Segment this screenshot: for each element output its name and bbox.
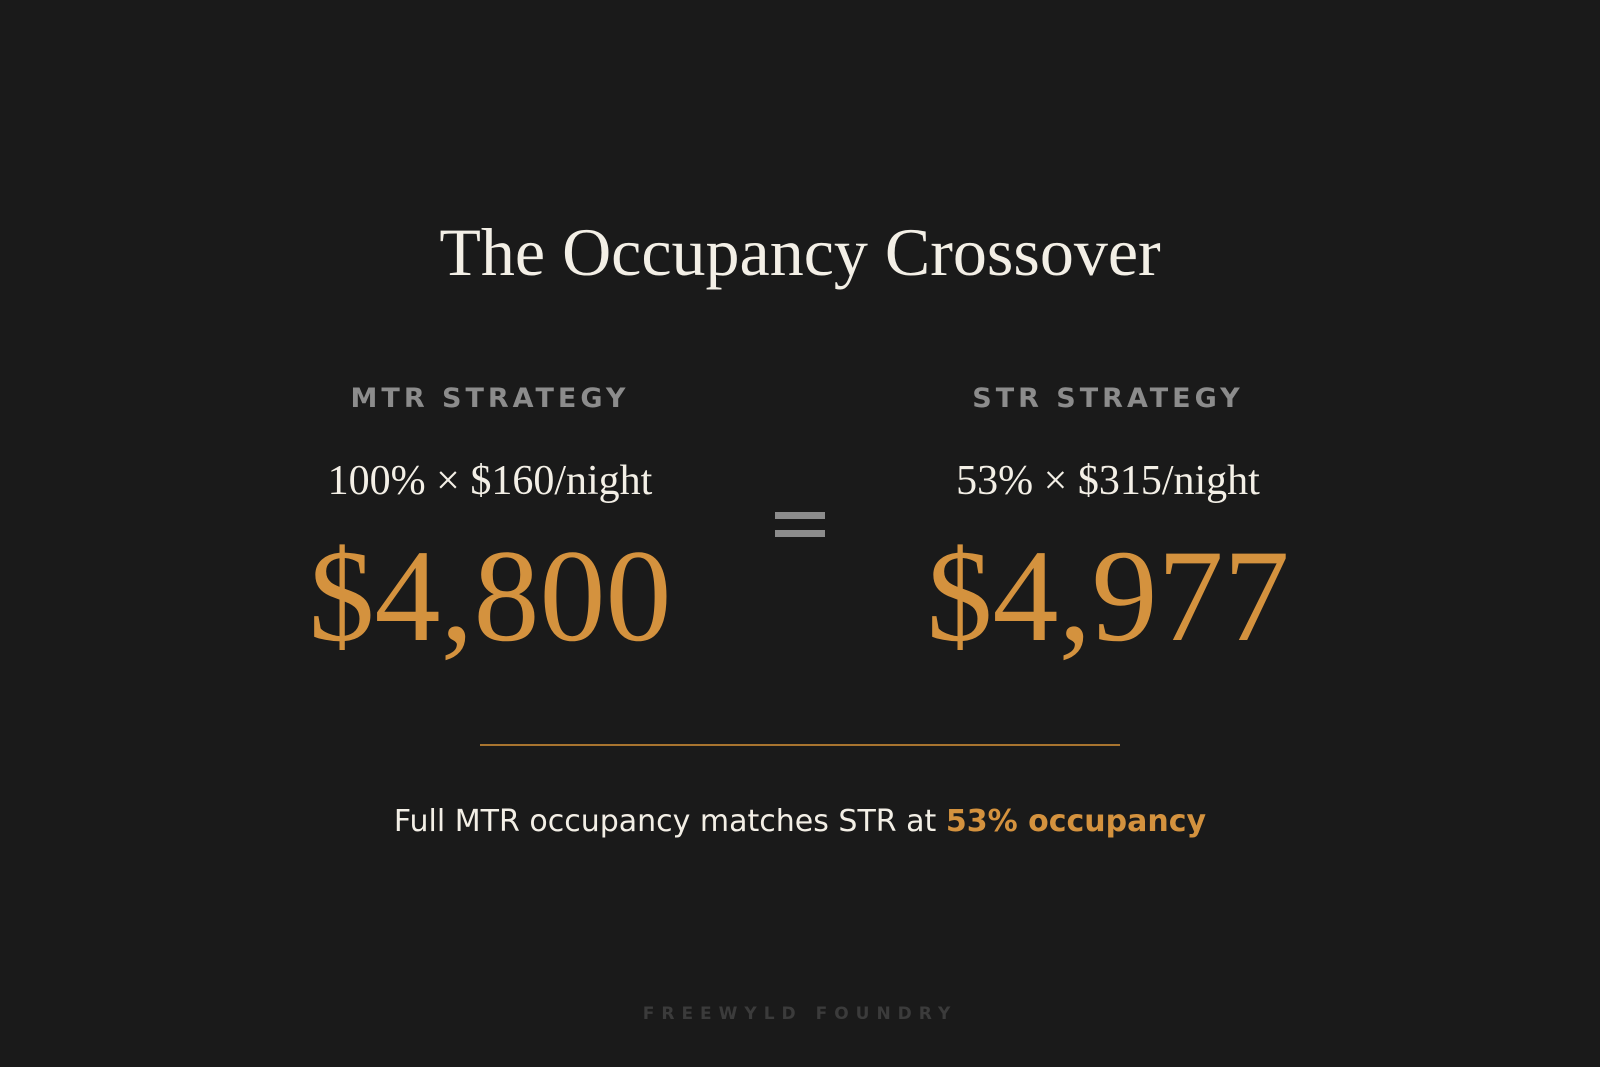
equals-sign [770,508,830,544]
str-formula: 53% × $315/night [956,458,1260,504]
mtr-strategy-label: MTR STRATEGY [350,383,630,414]
equals-top-bar [775,512,825,519]
str-amount: $4,977 [926,522,1290,669]
summary-highlight: 53% occupancy [945,804,1207,839]
summary-note: Full MTR occupancy matches STR at 53% oc… [0,807,1600,837]
page-title: The Occupancy Crossover [439,214,1161,290]
brand-footer: FREEWYLD FOUNDRY [642,1004,958,1024]
mtr-amount: $4,800 [308,522,672,669]
divider-line [480,744,1120,746]
summary-text: Full MTR occupancy matches STR at [393,804,946,839]
equals-bottom-bar [775,530,825,537]
str-strategy-label: STR STRATEGY [972,383,1244,414]
mtr-formula: 100% × $160/night [327,458,653,504]
